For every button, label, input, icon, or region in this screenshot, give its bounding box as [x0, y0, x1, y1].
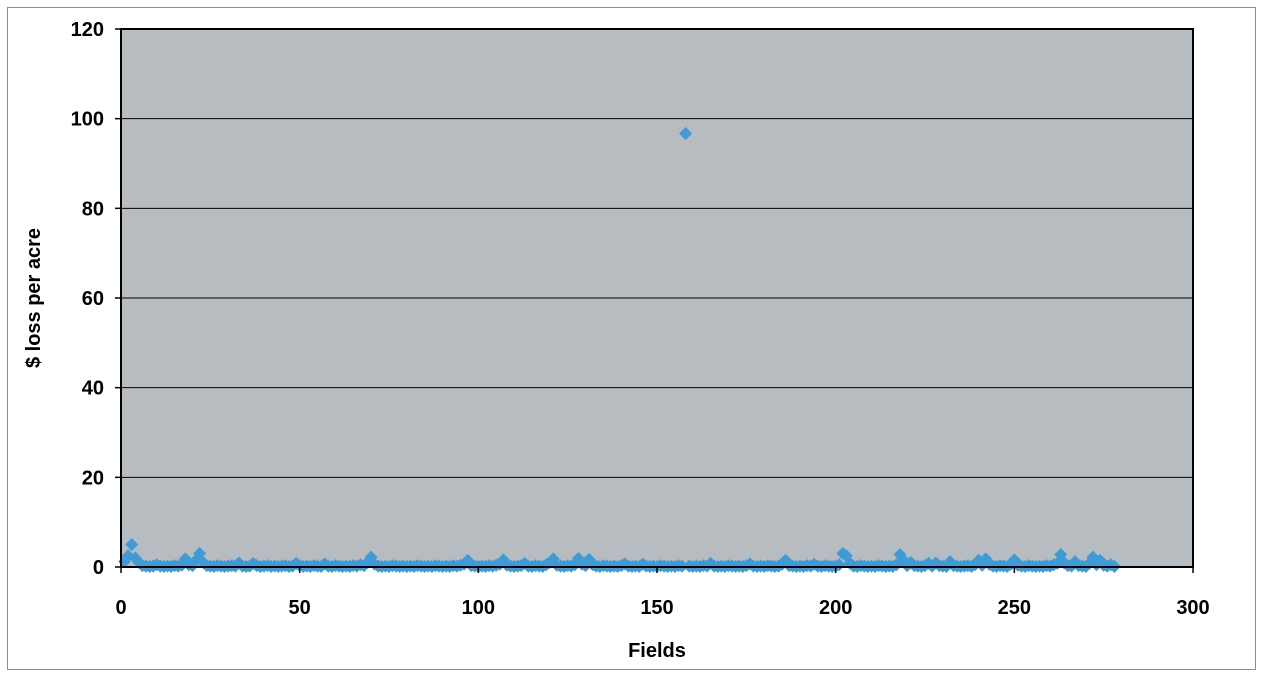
y-axis-title: $ loss per acre [23, 228, 45, 368]
y-tick-label: 20 [82, 467, 104, 489]
x-tick-label: 200 [819, 597, 852, 619]
data-point [125, 538, 139, 552]
x-tick-label: 150 [640, 597, 673, 619]
y-tick-label: 60 [82, 288, 104, 310]
y-tick-label: 120 [71, 19, 104, 41]
y-tick-label: 40 [82, 378, 104, 400]
x-tick-label: 250 [998, 597, 1031, 619]
y-tick-labels: 0 20 40 60 80 100 120 [71, 19, 104, 579]
y-tick-label: 0 [93, 557, 104, 579]
axes [115, 28, 1194, 573]
y-tick-label: 100 [71, 109, 104, 131]
x-axis-title: Fields [628, 640, 686, 662]
x-tick-label: 100 [462, 597, 495, 619]
x-tick-labels: 0 50 100 150 200 250 300 [115, 597, 1209, 619]
data-point [679, 126, 693, 140]
x-tick-label: 0 [115, 597, 126, 619]
x-tick-label: 50 [289, 597, 311, 619]
x-tick-label: 300 [1176, 597, 1209, 619]
y-tick-label: 80 [82, 198, 104, 220]
